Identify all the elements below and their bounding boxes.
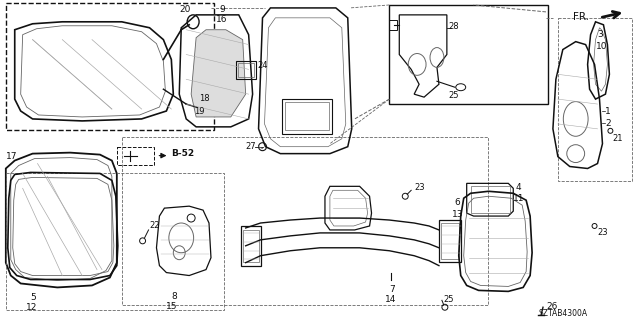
Text: 23: 23 — [598, 228, 608, 237]
Text: FR.: FR. — [573, 12, 589, 22]
Text: 21: 21 — [612, 134, 623, 143]
Text: 23: 23 — [414, 183, 425, 192]
Bar — [117, 147, 154, 164]
Text: 18: 18 — [199, 94, 210, 103]
Text: 13: 13 — [452, 210, 463, 219]
Bar — [6, 173, 224, 310]
Text: 7: 7 — [389, 285, 395, 294]
Text: 26: 26 — [546, 302, 557, 311]
Text: 9: 9 — [219, 5, 225, 14]
Text: 20: 20 — [179, 5, 191, 14]
Bar — [282, 99, 332, 134]
Text: B-52: B-52 — [172, 149, 195, 158]
Polygon shape — [191, 30, 246, 117]
Bar — [470, 186, 510, 213]
Text: 25: 25 — [449, 91, 460, 100]
Text: 4: 4 — [515, 183, 521, 192]
Text: 15: 15 — [166, 302, 178, 311]
Bar — [6, 3, 214, 130]
Text: 10: 10 — [596, 42, 607, 51]
Bar — [122, 137, 488, 305]
Text: 2: 2 — [605, 119, 611, 128]
Bar — [236, 61, 255, 79]
Text: 28: 28 — [449, 22, 460, 31]
Text: 8: 8 — [172, 292, 177, 301]
Text: 12: 12 — [26, 303, 37, 312]
Bar — [389, 20, 397, 30]
Text: 11: 11 — [513, 194, 525, 203]
Text: 24: 24 — [257, 61, 268, 70]
Bar — [243, 230, 259, 262]
Text: 6: 6 — [455, 198, 461, 207]
Bar — [389, 5, 548, 104]
Text: 22: 22 — [150, 221, 160, 230]
Text: 25: 25 — [443, 295, 453, 304]
Text: 1: 1 — [605, 107, 611, 116]
Text: 17: 17 — [6, 152, 17, 161]
Bar — [439, 220, 461, 262]
Bar — [241, 226, 260, 266]
Text: SZTAB4300A: SZTAB4300A — [538, 309, 587, 318]
Text: 27: 27 — [246, 142, 256, 151]
Text: 14: 14 — [385, 295, 397, 304]
Bar — [285, 102, 329, 130]
Bar — [237, 63, 253, 77]
Bar — [441, 223, 459, 259]
Text: 16: 16 — [216, 15, 227, 24]
Bar — [558, 18, 632, 181]
Text: 19: 19 — [194, 107, 205, 116]
Text: 3: 3 — [598, 30, 604, 39]
Text: 5: 5 — [31, 293, 36, 302]
